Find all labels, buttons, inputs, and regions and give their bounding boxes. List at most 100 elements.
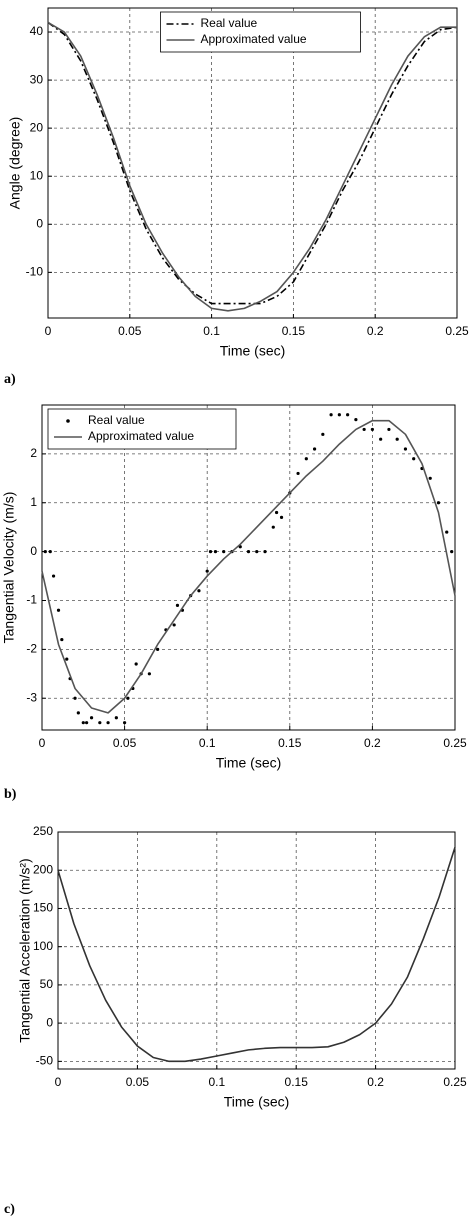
data-point xyxy=(329,413,333,417)
data-line xyxy=(57,847,456,1063)
data-point xyxy=(403,447,408,451)
x-axis-label: Time (sec) xyxy=(216,755,282,771)
data-point xyxy=(321,432,325,436)
data-point xyxy=(312,447,317,451)
y-tick-label: 250 xyxy=(33,824,53,838)
data-point xyxy=(436,501,441,505)
data-point xyxy=(43,550,47,554)
y-tick-label: 10 xyxy=(30,168,44,182)
data-point xyxy=(370,427,374,432)
y-axis-label: Tangential Acceleration (m/s²) xyxy=(17,858,33,1042)
data-point xyxy=(56,608,61,612)
data-point xyxy=(76,711,80,715)
legend-box xyxy=(160,11,361,53)
y-tick-label: 200 xyxy=(33,862,53,876)
data-point xyxy=(126,696,130,700)
y-tick-label: 0 xyxy=(30,544,37,558)
data-point xyxy=(274,510,279,515)
data-point xyxy=(208,550,213,554)
x-tick-label: 0.05 xyxy=(126,1075,150,1089)
plot-area xyxy=(48,8,457,318)
y-tick-label: 1 xyxy=(30,495,37,509)
legend-label: Real value xyxy=(88,413,145,427)
data-point xyxy=(106,721,110,725)
data-point xyxy=(81,721,85,725)
data-point xyxy=(450,550,454,554)
data-point xyxy=(246,550,251,554)
y-tick-label: -1 xyxy=(26,593,37,607)
x-axis-label: Time (sec) xyxy=(224,1094,290,1110)
data-point xyxy=(60,637,64,642)
x-tick-label: 0.1 xyxy=(199,736,216,750)
data-point xyxy=(354,418,358,422)
legend-label: Approximated value xyxy=(201,32,307,46)
data-point xyxy=(222,550,226,554)
plot-frame xyxy=(41,404,456,731)
data-point xyxy=(172,623,176,627)
x-tick-label: 0.2 xyxy=(367,324,384,338)
x-tick-label: 0.1 xyxy=(208,1075,225,1089)
data-point xyxy=(156,647,160,651)
y-tick-label: 50 xyxy=(40,977,54,991)
x-tick-label: 0.15 xyxy=(282,324,306,338)
y-axis-label: Tangential Velocity (m/s) xyxy=(1,492,17,644)
data-point xyxy=(387,427,391,432)
data-point xyxy=(271,525,275,529)
x-tick-label: 0.15 xyxy=(285,1075,309,1089)
data-point xyxy=(73,696,77,700)
data-point xyxy=(362,427,366,432)
plot-area xyxy=(42,405,455,730)
x-tick-label: 0 xyxy=(39,736,46,750)
legend-box xyxy=(47,408,237,450)
y-tick-label: 40 xyxy=(30,24,44,38)
panel-label: b) xyxy=(4,787,17,802)
y-tick-label: 30 xyxy=(30,72,44,86)
panel-label: a) xyxy=(4,372,16,387)
data-point xyxy=(279,515,284,520)
data-point xyxy=(379,437,383,441)
data-point xyxy=(395,437,399,441)
data-point xyxy=(337,413,341,417)
x-axis-label: Time (sec) xyxy=(220,343,286,359)
data-point xyxy=(296,471,300,476)
data-point xyxy=(175,603,180,607)
y-tick-label: 2 xyxy=(30,446,37,460)
data-point xyxy=(147,672,151,676)
legend-label: Approximated value xyxy=(88,429,194,443)
data-point xyxy=(48,550,52,554)
data-point xyxy=(412,457,416,461)
y-tick-label: -10 xyxy=(26,265,44,279)
y-tick-label: -50 xyxy=(36,1054,54,1068)
panel-label: c) xyxy=(4,1202,15,1217)
legend-label: Real value xyxy=(201,16,258,30)
series-line xyxy=(47,21,457,312)
plot-area xyxy=(58,832,455,1069)
x-tick-label: 0.05 xyxy=(113,736,137,750)
y-tick-label: 150 xyxy=(33,901,53,915)
y-tick-label: 0 xyxy=(46,1015,53,1029)
data-point xyxy=(85,721,89,725)
x-tick-label: 0.2 xyxy=(367,1075,384,1089)
data-point xyxy=(134,662,138,666)
y-tick-label: 0 xyxy=(36,216,43,230)
plot-frame xyxy=(47,7,458,319)
data-point xyxy=(197,589,201,593)
plot-frame xyxy=(57,831,456,1070)
x-tick-label: 0 xyxy=(55,1075,62,1089)
y-tick-label: 20 xyxy=(30,120,44,134)
data-point xyxy=(89,716,94,720)
data-point xyxy=(304,457,308,461)
data-point xyxy=(213,550,218,554)
data-point xyxy=(205,569,209,573)
data-point xyxy=(255,550,259,554)
x-tick-label: 0.25 xyxy=(443,736,467,750)
y-tick-label: -2 xyxy=(26,642,37,656)
y-axis-label: Angle (degree) xyxy=(7,117,23,210)
series-line xyxy=(41,419,456,714)
data-point xyxy=(346,413,350,417)
x-tick-label: 0 xyxy=(45,324,52,338)
y-tick-label: 100 xyxy=(33,939,53,953)
data-point xyxy=(51,574,56,578)
